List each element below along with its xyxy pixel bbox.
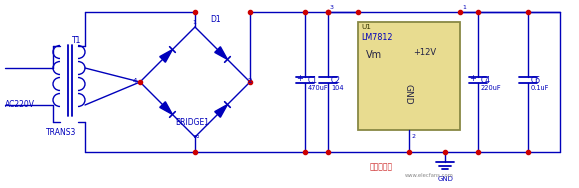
Text: BRIDGE1: BRIDGE1 bbox=[175, 118, 209, 127]
Text: 470uF: 470uF bbox=[308, 85, 329, 91]
Text: +: + bbox=[469, 74, 476, 83]
Text: D1: D1 bbox=[210, 15, 221, 24]
Text: GND: GND bbox=[404, 84, 412, 104]
Text: AC220V: AC220V bbox=[5, 100, 35, 109]
Text: C6: C6 bbox=[531, 76, 541, 85]
Text: 1: 1 bbox=[462, 5, 466, 10]
Text: Vm: Vm bbox=[366, 50, 382, 60]
Text: ∞: ∞ bbox=[192, 132, 199, 141]
Text: 3: 3 bbox=[330, 5, 334, 10]
Text: 1: 1 bbox=[192, 20, 196, 25]
Text: GND: GND bbox=[438, 176, 454, 182]
Text: +12V: +12V bbox=[413, 48, 436, 57]
Text: 4: 4 bbox=[133, 78, 137, 84]
Text: TRANS3: TRANS3 bbox=[46, 128, 76, 137]
Text: C1: C1 bbox=[308, 76, 318, 85]
Text: +: + bbox=[296, 74, 303, 83]
Polygon shape bbox=[160, 50, 173, 62]
FancyBboxPatch shape bbox=[358, 22, 460, 130]
Text: 220uF: 220uF bbox=[481, 85, 501, 91]
Text: C2: C2 bbox=[331, 76, 341, 85]
Text: U1: U1 bbox=[361, 24, 371, 30]
Polygon shape bbox=[215, 47, 228, 59]
Text: T1: T1 bbox=[72, 36, 82, 45]
Text: 2: 2 bbox=[248, 78, 252, 84]
Text: www.elecfans.com: www.elecfans.com bbox=[405, 173, 454, 178]
Text: 104: 104 bbox=[331, 85, 343, 91]
Text: C4: C4 bbox=[481, 76, 491, 85]
Polygon shape bbox=[160, 102, 173, 114]
Text: 0.1uF: 0.1uF bbox=[531, 85, 549, 91]
Text: 2: 2 bbox=[411, 134, 415, 139]
Text: 电子发烧友: 电子发烧友 bbox=[370, 162, 393, 171]
Polygon shape bbox=[215, 105, 228, 117]
Text: LM7812: LM7812 bbox=[361, 33, 393, 42]
